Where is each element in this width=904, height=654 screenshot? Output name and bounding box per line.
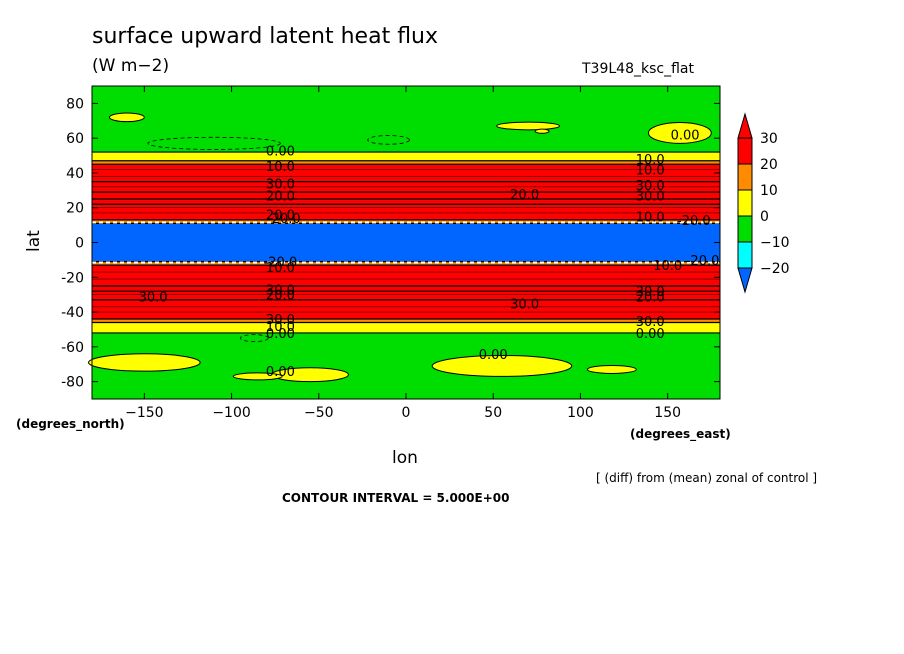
contour-label-22: 30.0 bbox=[510, 297, 539, 312]
band-2 bbox=[92, 319, 720, 323]
colorbar-extend-bottom bbox=[737, 267, 753, 294]
colorbar-label-1: 20 bbox=[760, 157, 778, 173]
band-5 bbox=[92, 285, 720, 292]
band-11 bbox=[92, 199, 720, 205]
contour-label-19: 10.0 bbox=[266, 320, 295, 335]
contour-label-24: 20.0 bbox=[636, 290, 665, 305]
x-tick-label-1: −100 bbox=[212, 405, 250, 421]
band-10 bbox=[92, 204, 720, 220]
contour-label-10: 10.0 bbox=[636, 210, 665, 225]
x-tick-label-5: 100 bbox=[567, 405, 594, 421]
chart-title: surface upward latent heat flux bbox=[92, 24, 439, 49]
contour-label-11: -20.0 bbox=[677, 214, 711, 229]
band-16 bbox=[92, 152, 720, 161]
band-4 bbox=[92, 291, 720, 300]
contour-label-2: 30.0 bbox=[266, 177, 295, 192]
y-tick-label-2: 40 bbox=[66, 166, 84, 182]
anomaly-patch-4 bbox=[88, 353, 201, 372]
colorbar-label-3: 0 bbox=[760, 209, 769, 225]
x-tick-label-6: 150 bbox=[654, 405, 681, 421]
band-15 bbox=[92, 160, 720, 165]
colorbar-segment-0 bbox=[737, 137, 753, 165]
y-axis-label: lat bbox=[24, 230, 44, 252]
contour-label-5: -20.0 bbox=[267, 212, 301, 227]
contour-label-28: -20.0 bbox=[686, 254, 720, 269]
band-17 bbox=[92, 86, 720, 153]
colorbar-label-4: −10 bbox=[760, 235, 790, 251]
y-tick-label-0: 80 bbox=[66, 96, 84, 112]
negative-contour-2 bbox=[239, 334, 269, 343]
y-tick-label-4: 0 bbox=[75, 236, 84, 252]
colorbar-label-5: −20 bbox=[760, 261, 790, 277]
contour-label-18: 30.0 bbox=[266, 313, 295, 328]
band-1 bbox=[92, 322, 720, 333]
colorbar-label-0: 30 bbox=[760, 131, 778, 147]
contour-label-14: -20.0 bbox=[264, 256, 298, 271]
colorbar-extend-top bbox=[737, 112, 753, 139]
contour-label-0: 0.00 bbox=[266, 144, 295, 159]
run-label: T39L48_ksc_flat bbox=[582, 61, 694, 77]
y-tick-label-8: -80 bbox=[61, 375, 84, 391]
comparison-note: [ (diff) from (mean) zonal of control ] bbox=[596, 471, 818, 485]
contour-label-29: 0.00 bbox=[479, 348, 508, 363]
band-7 bbox=[92, 261, 720, 266]
anomaly-patch-3 bbox=[647, 122, 712, 144]
anomaly-patch-0 bbox=[108, 112, 145, 123]
contour-label-25: 30.0 bbox=[636, 315, 665, 330]
band-12 bbox=[92, 192, 720, 200]
band-3 bbox=[92, 299, 720, 320]
anomaly-patch-7 bbox=[586, 364, 637, 374]
colorbar-segment-3 bbox=[737, 215, 753, 243]
contour-label-3: 20.0 bbox=[266, 190, 295, 205]
anomaly-patch-2 bbox=[534, 128, 550, 134]
negative-contour-0 bbox=[147, 136, 281, 150]
contour-label-12: 0.00 bbox=[671, 129, 700, 144]
x-tick-label-2: −50 bbox=[304, 405, 334, 421]
colorbar-label-2: 10 bbox=[760, 183, 778, 199]
x-tick-label-0: −150 bbox=[125, 405, 163, 421]
band-6 bbox=[92, 265, 720, 286]
y-tick-label-6: -40 bbox=[61, 305, 84, 321]
x-tick-label-3: 0 bbox=[402, 405, 411, 421]
band-9 bbox=[92, 219, 720, 224]
contour-label-1: 10.0 bbox=[266, 160, 295, 175]
anomaly-patch-1 bbox=[496, 121, 561, 131]
y-tick-label-3: 20 bbox=[66, 201, 84, 217]
contour-label-9: 30.0 bbox=[636, 190, 665, 205]
contour-label-16: 30.0 bbox=[266, 283, 295, 298]
contour-label-26: 0.00 bbox=[636, 327, 665, 342]
contour-label-15: 10.0 bbox=[266, 261, 295, 276]
colorbar-segment-4 bbox=[737, 241, 753, 269]
colorbar-segment-1 bbox=[737, 163, 753, 191]
contour-label-30: 0.00 bbox=[266, 365, 295, 380]
anomaly-patch-8 bbox=[232, 372, 283, 381]
contour-label-21: 30.0 bbox=[139, 290, 168, 305]
band-14 bbox=[92, 164, 720, 182]
negative-contour-1 bbox=[367, 135, 410, 145]
contour-label-27: 10.0 bbox=[653, 259, 682, 274]
band-8 bbox=[92, 223, 720, 262]
contour-label-7: 10.0 bbox=[636, 163, 665, 178]
contour-label-6: 10.0 bbox=[636, 153, 665, 168]
anomaly-patch-6 bbox=[431, 355, 573, 377]
y-units-label: (degrees_north) bbox=[16, 417, 125, 431]
contour-label-23: 30.0 bbox=[636, 285, 665, 300]
colorbar-segment-2 bbox=[737, 189, 753, 217]
x-units-label: (degrees_east) bbox=[630, 427, 731, 441]
x-axis-label: lon bbox=[392, 448, 418, 468]
contour-interval: CONTOUR INTERVAL = 5.000E+00 bbox=[282, 491, 510, 505]
chart-units: (W m−2) bbox=[92, 56, 170, 76]
y-tick-label-5: -20 bbox=[61, 270, 84, 286]
y-tick-label-7: -60 bbox=[61, 340, 84, 356]
y-tick-label-1: 60 bbox=[66, 131, 84, 147]
contour-label-13: 20.0 bbox=[510, 188, 539, 203]
contour-label-17: 20.0 bbox=[266, 289, 295, 304]
contour-label-8: 30.0 bbox=[636, 179, 665, 194]
contour-label-20: 0.00 bbox=[266, 327, 295, 342]
contour-label-4: 20.0 bbox=[266, 209, 295, 224]
x-tick-label-4: 50 bbox=[484, 405, 502, 421]
